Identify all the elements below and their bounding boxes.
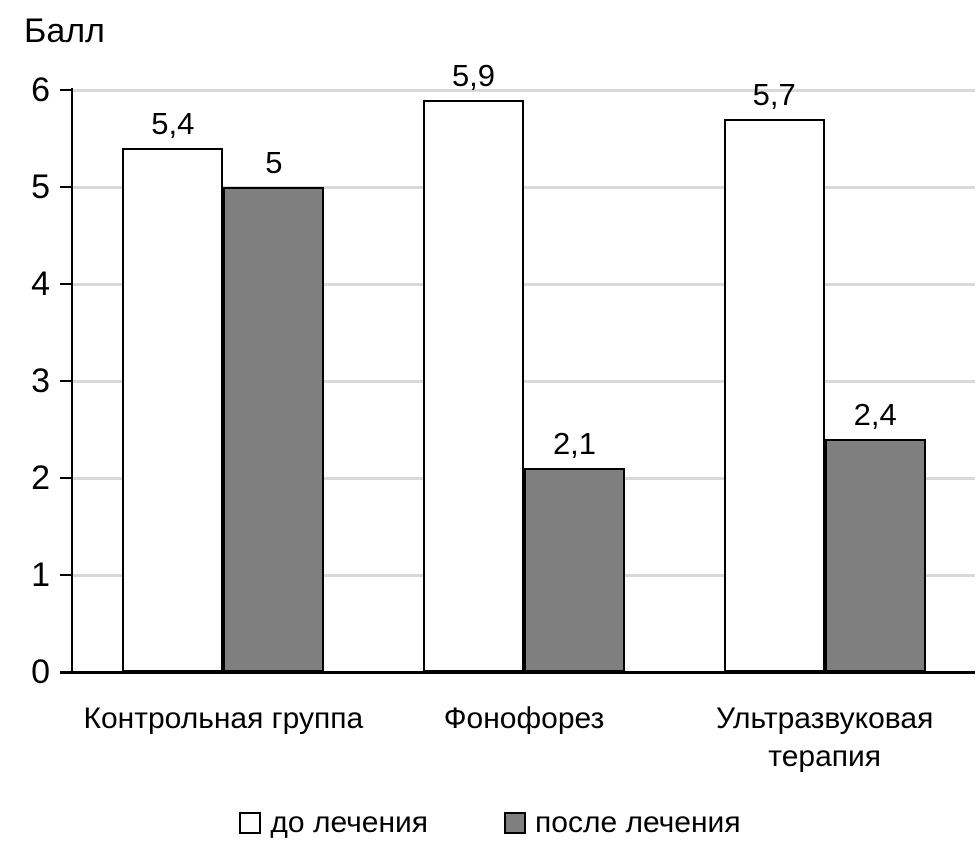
legend-label-before-treatment: до лечения bbox=[270, 806, 429, 839]
y-axis-tick-3 bbox=[60, 380, 73, 382]
y-axis-tick-label-5: 5 bbox=[31, 168, 50, 206]
x-axis-category-label-2: Фонофорез bbox=[443, 702, 605, 735]
bar-before-treatment-1 bbox=[122, 148, 224, 672]
bar-after-treatment-1 bbox=[223, 187, 325, 672]
gridline-5 bbox=[73, 186, 975, 189]
bar-after-treatment-3 bbox=[824, 439, 926, 672]
y-axis-line bbox=[71, 88, 73, 674]
bar-value-label-after-treatment-1: 5 bbox=[265, 145, 283, 180]
y-axis-tick-4 bbox=[60, 283, 73, 285]
legend: до лечения после лечения bbox=[0, 808, 980, 838]
y-axis-tick-6 bbox=[60, 89, 73, 91]
legend-swatch-after-treatment bbox=[504, 812, 527, 834]
y-axis-tick-label-6: 6 bbox=[31, 71, 50, 109]
bar-after-treatment-2 bbox=[524, 468, 625, 672]
y-axis-title: Балл bbox=[24, 12, 105, 50]
x-axis-line bbox=[60, 671, 975, 674]
y-axis-tick-label-0: 0 bbox=[31, 653, 50, 691]
bar-value-label-before-treatment-1: 5,4 bbox=[151, 106, 195, 142]
legend-swatch-before-treatment bbox=[239, 812, 262, 834]
y-axis-tick-1 bbox=[60, 574, 73, 576]
bar-value-label-before-treatment-2: 5,9 bbox=[451, 57, 496, 93]
bar-value-label-after-treatment-3: 2,4 bbox=[853, 397, 897, 433]
y-axis-tick-label-4: 4 bbox=[31, 265, 50, 303]
y-axis-tick-label-1: 1 bbox=[31, 556, 50, 594]
gridline-3 bbox=[73, 380, 975, 383]
legend-item-before-treatment: до лечения bbox=[239, 808, 428, 838]
bar-before-treatment-2 bbox=[423, 99, 524, 672]
y-axis-tick-2 bbox=[60, 477, 73, 479]
y-axis-tick-label-2: 2 bbox=[31, 459, 50, 497]
x-axis-category-label-1: Контрольная группа bbox=[83, 702, 364, 735]
legend-label-after-treatment: после лечения bbox=[535, 806, 741, 839]
gridline-4 bbox=[73, 283, 975, 286]
gridline-6 bbox=[73, 89, 975, 92]
x-axis-category-label-3: Ультразвуковая терапия bbox=[715, 702, 934, 773]
bar-value-label-before-treatment-3: 5,7 bbox=[752, 77, 796, 113]
bar-before-treatment-3 bbox=[723, 119, 825, 672]
legend-item-after-treatment: после лечения bbox=[504, 808, 741, 838]
bar-value-label-after-treatment-2: 2,1 bbox=[552, 426, 597, 462]
y-axis-tick-5 bbox=[60, 186, 73, 188]
y-axis-tick-label-3: 3 bbox=[31, 362, 50, 400]
